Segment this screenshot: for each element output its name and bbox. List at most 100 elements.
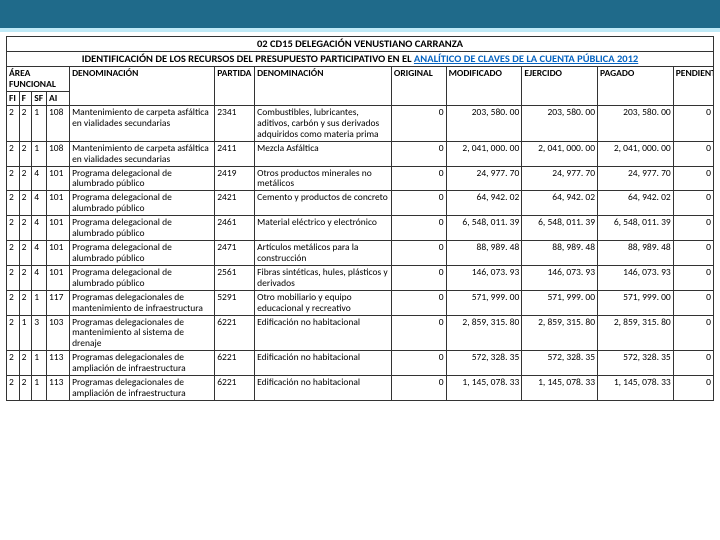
cell-pagado: 64, 942. 02 <box>598 191 674 216</box>
cell-pendiente: 0 <box>673 216 713 241</box>
hdr-partida: PARTIDA <box>215 67 255 106</box>
cell-pendiente: 0 <box>673 141 713 166</box>
table-row: 224101Programa delegacional de alumbrado… <box>7 241 714 266</box>
cell-den1: Programas delegacionales de ampliación d… <box>70 351 215 376</box>
cell-f: 2 <box>19 141 32 166</box>
cell-fi: 2 <box>7 315 20 351</box>
header-row-1: ÁREA FUNCIONAL DENOMINACIÓN PARTIDA DENO… <box>7 67 714 92</box>
cell-partida: 6221 <box>215 315 255 351</box>
cell-den2: Cemento y productos de concreto <box>255 191 392 216</box>
cell-den2: Edificación no habitacional <box>255 376 392 401</box>
cell-fi: 2 <box>7 166 20 191</box>
cell-sf: 1 <box>32 105 47 141</box>
cell-ai: 101 <box>46 265 69 290</box>
cell-pendiente: 0 <box>673 376 713 401</box>
hdr-fi: FI <box>7 91 20 105</box>
cell-f: 2 <box>19 191 32 216</box>
table-row: 221113Programas delegacionales de amplia… <box>7 376 714 401</box>
cell-f: 2 <box>19 376 32 401</box>
cell-fi: 2 <box>7 141 20 166</box>
cell-fi: 2 <box>7 241 20 266</box>
cell-partida: 6221 <box>215 376 255 401</box>
cell-den2: Artículos metálicos para la construcción <box>255 241 392 266</box>
cell-sf: 4 <box>32 166 47 191</box>
cell-modificado: 24, 977. 70 <box>446 166 522 191</box>
cell-modificado: 2, 041, 000. 00 <box>446 141 522 166</box>
cell-den1: Programa delegacional de alumbrado públi… <box>70 241 215 266</box>
cell-ai: 103 <box>46 315 69 351</box>
cell-original: 0 <box>391 141 446 166</box>
cell-sf: 4 <box>32 216 47 241</box>
cell-den1: Programa delegacional de alumbrado públi… <box>70 265 215 290</box>
cell-pagado: 146, 073. 93 <box>598 265 674 290</box>
cell-ai: 113 <box>46 376 69 401</box>
table-row: 213103Programas delegacionales de manten… <box>7 315 714 351</box>
cell-ai: 101 <box>46 166 69 191</box>
cell-partida: 6221 <box>215 351 255 376</box>
cell-den2: Edificación no habitacional <box>255 315 392 351</box>
hdr-f: F <box>19 91 32 105</box>
cell-sf: 1 <box>32 351 47 376</box>
hdr-area: ÁREA FUNCIONAL <box>7 67 70 92</box>
cell-pendiente: 0 <box>673 166 713 191</box>
header-bar <box>0 0 720 32</box>
cell-modificado: 2, 859, 315. 80 <box>446 315 522 351</box>
cell-f: 2 <box>19 216 32 241</box>
cell-partida: 2411 <box>215 141 255 166</box>
cell-ejercido: 64, 942. 02 <box>522 191 598 216</box>
cell-fi: 2 <box>7 191 20 216</box>
cell-den1: Programa delegacional de alumbrado públi… <box>70 191 215 216</box>
hdr-ai: AI <box>46 91 69 105</box>
cell-pagado: 1, 145, 078. 33 <box>598 376 674 401</box>
hdr-original: ORIGINAL <box>391 67 446 106</box>
cell-f: 1 <box>19 315 32 351</box>
cell-den1: Programas delegacionales de ampliación d… <box>70 376 215 401</box>
hdr-pendiente: PENDIENTE <box>673 67 713 106</box>
cell-sf: 4 <box>32 265 47 290</box>
cell-pagado: 88, 989. 48 <box>598 241 674 266</box>
cell-ai: 108 <box>46 141 69 166</box>
cell-fi: 2 <box>7 351 20 376</box>
cell-pagado: 6, 548, 011. 39 <box>598 216 674 241</box>
cell-den1: Programas delegacionales de mantenimient… <box>70 315 215 351</box>
cell-f: 2 <box>19 241 32 266</box>
hdr-pagado: PAGADO <box>598 67 674 106</box>
cell-f: 2 <box>19 351 32 376</box>
cell-original: 0 <box>391 351 446 376</box>
table-row: 224101Programa delegacional de alumbrado… <box>7 265 714 290</box>
cell-fi: 2 <box>7 265 20 290</box>
cell-f: 2 <box>19 265 32 290</box>
cell-modificado: 88, 989. 48 <box>446 241 522 266</box>
title-line2-prefix: IDENTIFICACIÓN DE LOS RECURSOS DEL PRESU… <box>82 52 414 65</box>
cell-ai: 117 <box>46 290 69 315</box>
cell-pendiente: 0 <box>673 241 713 266</box>
cell-partida: 2561 <box>215 265 255 290</box>
cell-pendiente: 0 <box>673 290 713 315</box>
cell-sf: 3 <box>32 315 47 351</box>
cell-pendiente: 0 <box>673 191 713 216</box>
cell-ai: 101 <box>46 191 69 216</box>
cell-original: 0 <box>391 241 446 266</box>
cell-den2: Otro mobiliario y equipo educacional y r… <box>255 290 392 315</box>
title-row-1: 02 CD15 DELEGACIÓN VENUSTIANO CARRANZA <box>7 37 714 52</box>
cell-partida: 2471 <box>215 241 255 266</box>
title-line2-link[interactable]: ANALÍTICO DE CLAVES DE LA CUENTA PÚBLICA… <box>414 52 638 65</box>
cell-ejercido: 146, 073. 93 <box>522 265 598 290</box>
title-row-2: IDENTIFICACIÓN DE LOS RECURSOS DEL PRESU… <box>7 52 714 67</box>
table-body: 221108Mantenimiento de carpeta asfáltica… <box>7 105 714 400</box>
budget-table: 02 CD15 DELEGACIÓN VENUSTIANO CARRANZA I… <box>6 36 714 401</box>
cell-modificado: 571, 999. 00 <box>446 290 522 315</box>
cell-ejercido: 24, 977. 70 <box>522 166 598 191</box>
cell-den1: Programa delegacional de alumbrado públi… <box>70 166 215 191</box>
cell-ejercido: 2, 859, 315. 80 <box>522 315 598 351</box>
table-row: 224101Programa delegacional de alumbrado… <box>7 216 714 241</box>
cell-ejercido: 2, 041, 000. 00 <box>522 141 598 166</box>
cell-den2: Edificación no habitacional <box>255 351 392 376</box>
cell-original: 0 <box>391 315 446 351</box>
cell-modificado: 1, 145, 078. 33 <box>446 376 522 401</box>
cell-den2: Material eléctrico y electrónico <box>255 216 392 241</box>
cell-ai: 108 <box>46 105 69 141</box>
cell-sf: 1 <box>32 376 47 401</box>
cell-ejercido: 1, 145, 078. 33 <box>522 376 598 401</box>
cell-den2: Otros productos minerales no metálicos <box>255 166 392 191</box>
